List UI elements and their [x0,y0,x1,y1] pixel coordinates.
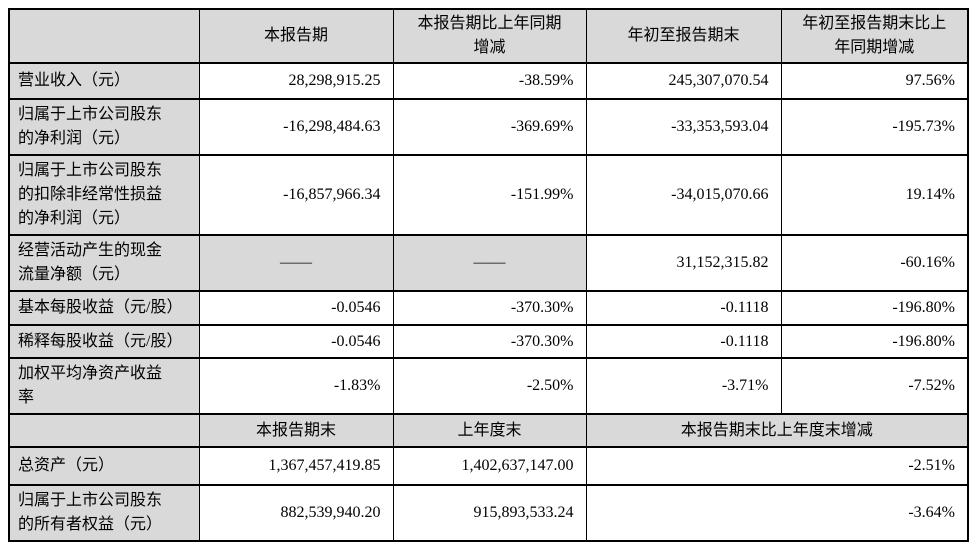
row-label: 基本每股收益（元/股） [8,290,200,326]
column-header-ytd: 年初至报告期末 [585,8,782,64]
cell-value: -369.69% [392,98,587,156]
cell-value: 28,298,915.25 [198,62,394,100]
cell-value: -196.80% [780,290,969,326]
cell-value: -196.80% [780,324,969,359]
cell-value: -195.73% [780,98,969,156]
row-label: 稀释每股收益（元/股） [8,324,200,359]
table-row-operating-cash-flow: 经营活动产生的现金 流量净额（元） —— —— 31,152,315.82 -6… [8,234,969,292]
cell-value: -151.99% [392,154,587,236]
financial-summary-table: 本报告期 本报告期比上年同期 增减 年初至报告期末 年初至报告期末比上 年同期增… [8,8,969,542]
cell-value-merged: -3.64% [585,484,969,542]
column-header-change-vs-last-year-end: 本报告期末比上年度末增减 [585,413,969,448]
row-label: 归属于上市公司股东 的所有者权益（元） [8,484,200,542]
table-row-diluted-eps: 稀释每股收益（元/股） -0.0546 -370.30% -0.1118 -19… [8,324,969,359]
cell-value: -0.1118 [585,324,782,359]
cell-value: -370.30% [392,290,587,326]
table-row-total-assets: 总资产（元） 1,367,457,419.85 1,402,637,147.00… [8,446,969,486]
cell-value: -60.16% [780,234,969,292]
table-row-net-profit: 归属于上市公司股东 的净利润（元） -16,298,484.63 -369.69… [8,98,969,156]
cell-value: -16,298,484.63 [198,98,394,156]
cell-value: -34,015,070.66 [585,154,782,236]
row-label: 经营活动产生的现金 流量净额（元） [8,234,200,292]
cell-value: -0.1118 [585,290,782,326]
row-label: 归属于上市公司股东 的扣除非经常性损益 的净利润（元） [8,154,200,236]
cell-value: 882,539,940.20 [198,484,394,542]
table-row-basic-eps: 基本每股收益（元/股） -0.0546 -370.30% -0.1118 -19… [8,290,969,326]
cell-value: 1,402,637,147.00 [392,446,587,486]
cell-value: -3.71% [585,357,782,415]
cell-value: -0.0546 [198,324,394,359]
header-blank-cell [8,8,200,64]
cell-dash-placeholder: —— [198,234,394,292]
column-header-yoy-change: 本报告期比上年同期 增减 [392,8,587,64]
cell-value: 19.14% [780,154,969,236]
column-header-ytd-yoy-change: 年初至报告期末比上 年同期增减 [780,8,969,64]
cell-value: 915,893,533.24 [392,484,587,542]
key-financial-indicators-table: 本报告期 本报告期比上年同期 增减 年初至报告期末 年初至报告期末比上 年同期增… [8,8,969,542]
cell-value: 97.56% [780,62,969,100]
cell-value: 31,152,315.82 [585,234,782,292]
cell-value: -0.0546 [198,290,394,326]
row-label: 归属于上市公司股东 的净利润（元） [8,98,200,156]
cell-value: -33,353,593.04 [585,98,782,156]
row-label: 加权平均净资产收益 率 [8,357,200,415]
row-label: 营业收入（元） [8,62,200,100]
table-row-net-profit-excl-nonrecurring: 归属于上市公司股东 的扣除非经常性损益 的净利润（元） -16,857,966.… [8,154,969,236]
header-row-period-end: 本报告期末 上年度末 本报告期末比上年度末增减 [8,413,969,448]
header-row-period: 本报告期 本报告期比上年同期 增减 年初至报告期末 年初至报告期末比上 年同期增… [8,8,969,64]
column-header-end-of-last-year: 上年度末 [392,413,587,448]
cell-value: -16,857,966.34 [198,154,394,236]
cell-value: -1.83% [198,357,394,415]
cell-value: 1,367,457,419.85 [198,446,394,486]
cell-value: -7.52% [780,357,969,415]
table-row-shareholders-equity: 归属于上市公司股东 的所有者权益（元） 882,539,940.20 915,8… [8,484,969,542]
table-row-weighted-avg-roe: 加权平均净资产收益 率 -1.83% -2.50% -3.71% -7.52% [8,357,969,415]
cell-value-merged: -2.51% [585,446,969,486]
cell-value: -2.50% [392,357,587,415]
cell-value: 245,307,070.54 [585,62,782,100]
cell-value: -370.30% [392,324,587,359]
column-header-end-of-period: 本报告期末 [198,413,394,448]
table-row-revenue: 营业收入（元） 28,298,915.25 -38.59% 245,307,07… [8,62,969,100]
cell-value: -38.59% [392,62,587,100]
column-header-current-period: 本报告期 [198,8,394,64]
row-label: 总资产（元） [8,446,200,486]
cell-dash-placeholder: —— [392,234,587,292]
header-blank-cell [8,413,200,448]
